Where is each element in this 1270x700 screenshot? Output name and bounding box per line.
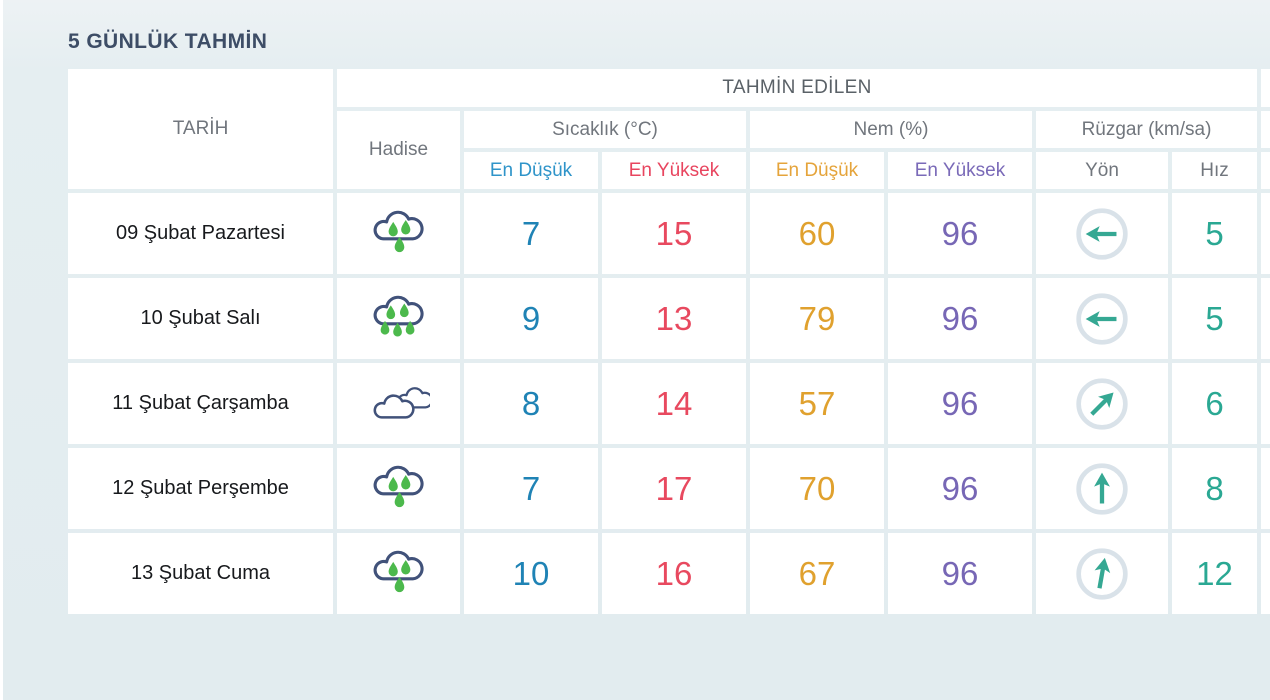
header-stub-cell xyxy=(1261,152,1270,189)
wind-direction-icon xyxy=(1036,193,1168,274)
temp-max-value: 14 xyxy=(602,363,746,444)
wind-speed-value: 5 xyxy=(1172,278,1257,359)
hum-max-value: 96 xyxy=(888,278,1032,359)
temp-max-value: 16 xyxy=(602,533,746,614)
col-header-wind: Rüzgar (km/sa) xyxy=(1036,111,1257,148)
hum-min-value: 60 xyxy=(750,193,884,274)
page-title: 5 GÜNLÜK TAHMİN xyxy=(68,30,268,53)
row-stub-cell xyxy=(1261,278,1270,359)
date-cell: 10 Şubat Salı xyxy=(68,278,333,359)
wind-direction-icon xyxy=(1036,533,1168,614)
hum-min-value: 79 xyxy=(750,278,884,359)
temp-max-value: 17 xyxy=(602,448,746,529)
date-cell: 13 Şubat Cuma xyxy=(68,533,333,614)
weather-icon xyxy=(337,278,460,359)
col-header-temp-max: En Yüksek xyxy=(602,152,746,189)
wind-direction-icon xyxy=(1036,448,1168,529)
col-header-predicted: TAHMİN EDİLEN xyxy=(337,69,1257,107)
wind-speed-value: 6 xyxy=(1172,363,1257,444)
weather-icon xyxy=(337,533,460,614)
row-stub-cell xyxy=(1261,533,1270,614)
col-header-temp-min: En Düşük xyxy=(464,152,598,189)
row-stub-cell xyxy=(1261,363,1270,444)
temp-min-value: 8 xyxy=(464,363,598,444)
col-header-humidity: Nem (%) xyxy=(750,111,1032,148)
date-cell: 09 Şubat Pazartesi xyxy=(68,193,333,274)
col-header-event: Hadise xyxy=(337,111,460,189)
temp-min-value: 7 xyxy=(464,448,598,529)
left-gutter xyxy=(0,0,3,700)
date-cell: 11 Şubat Çarşamba xyxy=(68,363,333,444)
temp-max-value: 15 xyxy=(602,193,746,274)
weather-icon xyxy=(337,193,460,274)
date-cell: 12 Şubat Perşembe xyxy=(68,448,333,529)
header-stub-cell xyxy=(1261,111,1270,148)
hum-max-value: 96 xyxy=(888,533,1032,614)
hum-max-value: 96 xyxy=(888,363,1032,444)
weather-icon xyxy=(337,363,460,444)
col-header-temperature: Sıcaklık (°C) xyxy=(464,111,746,148)
col-header-hum-max: En Yüksek xyxy=(888,152,1032,189)
hum-max-value: 96 xyxy=(888,448,1032,529)
wind-direction-icon xyxy=(1036,278,1168,359)
hum-max-value: 96 xyxy=(888,193,1032,274)
col-header-wind-speed: Hız xyxy=(1172,152,1257,189)
temp-max-value: 13 xyxy=(602,278,746,359)
hum-min-value: 67 xyxy=(750,533,884,614)
wind-speed-value: 12 xyxy=(1172,533,1257,614)
temp-min-value: 10 xyxy=(464,533,598,614)
col-header-hum-min: En Düşük xyxy=(750,152,884,189)
weather-icon xyxy=(337,448,460,529)
wind-speed-value: 8 xyxy=(1172,448,1257,529)
temp-min-value: 9 xyxy=(464,278,598,359)
row-stub-cell xyxy=(1261,193,1270,274)
temp-min-value: 7 xyxy=(464,193,598,274)
col-header-date: TARİH xyxy=(68,69,333,189)
hum-min-value: 57 xyxy=(750,363,884,444)
hum-min-value: 70 xyxy=(750,448,884,529)
header-stub-cell xyxy=(1261,69,1270,107)
forecast-table: TARİH TAHMİN EDİLEN Hadise Sıcaklık (°C)… xyxy=(68,69,1270,614)
col-header-wind-dir: Yön xyxy=(1036,152,1168,189)
row-stub-cell xyxy=(1261,448,1270,529)
wind-direction-icon xyxy=(1036,363,1168,444)
wind-speed-value: 5 xyxy=(1172,193,1257,274)
